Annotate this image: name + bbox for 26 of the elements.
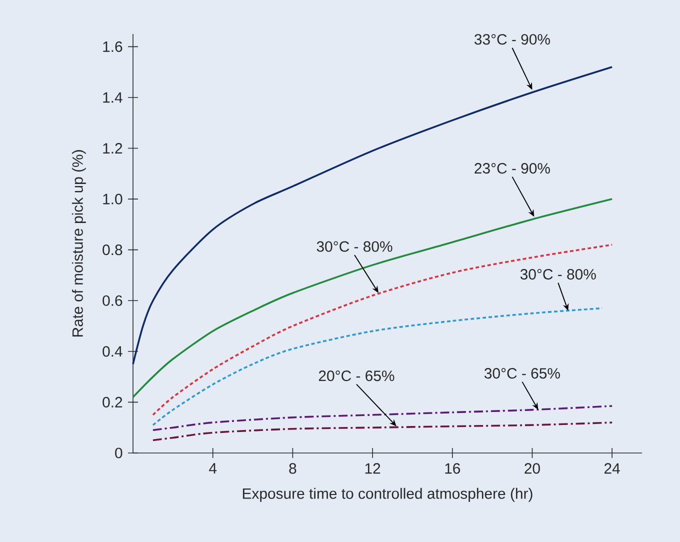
annotation: 30°C - 80% [520,268,596,280]
y-tick-label: 0.6 [102,295,122,306]
y-tick-label: 1.2 [103,143,122,154]
line-series [152,422,613,442]
annotation: 30°C - 65% [484,368,560,379]
annotation: 33°C - 90% [474,34,550,45]
x-tick-label: 8 [289,463,296,474]
line-series [132,198,613,398]
y-tick-label: 0 [115,448,122,458]
x-tick-label: 24 [604,463,620,474]
line-series [132,66,613,366]
x-tick-label: 16 [445,463,460,474]
y-tick-label: 1.6 [103,41,122,52]
y-tick-label: 0.2 [102,396,122,408]
x-tick-label: 12 [365,463,380,474]
annotation: 20°C - 65% [318,370,394,382]
y-tick-label: 0.8 [102,244,122,256]
annotation: 30°C - 80% [316,241,392,252]
y-tick-label: 0.4 [102,346,122,357]
y-tick-label: 1.0 [103,194,122,204]
x-tick-label: 20 [524,463,540,474]
x-axis-title: Exposure time to controlled atmosphere (hr) [242,488,532,502]
y-tick-label: 1.4 [103,92,122,103]
x-tick-label: 4 [209,463,217,474]
y-axis-title: Rate of moisture pick up (%) [72,150,86,337]
annotation: 23°C - 90% [474,163,550,174]
